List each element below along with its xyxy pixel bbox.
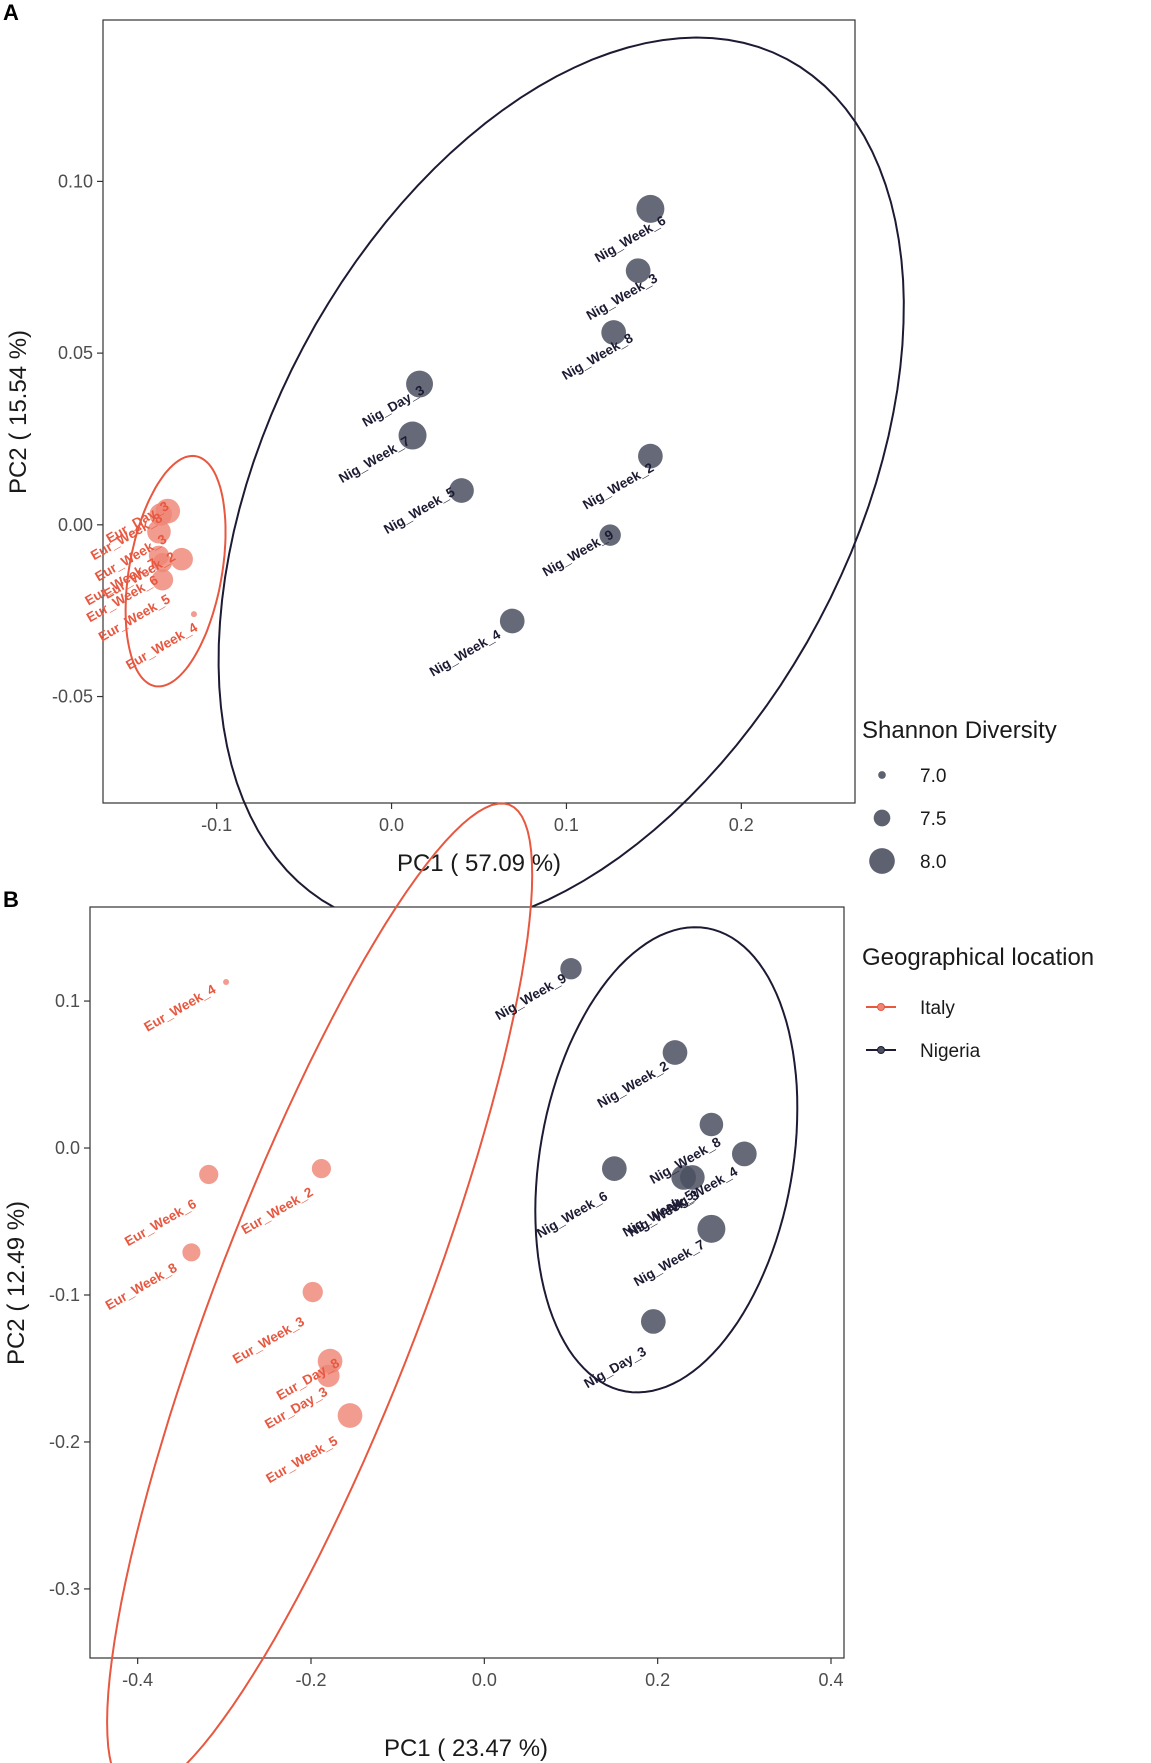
x-tick-label: 0.2 <box>645 1670 670 1690</box>
point-nig-week-9 <box>560 958 582 980</box>
shannon-diversity-legend: Shannon Diversity 7.0 7.5 8.0 <box>862 717 1057 874</box>
panel-b-points <box>182 958 757 1428</box>
shannon-legend-label: 8.0 <box>920 852 946 873</box>
panel-b-y-axis-title: PC2 ( 12.49 %) <box>3 1201 30 1365</box>
x-tick-label: 0.4 <box>818 1670 843 1690</box>
x-tick-label: -0.2 <box>295 1670 326 1690</box>
italy-confidence-ellipse <box>124 454 227 688</box>
y-tick-label: 0.10 <box>58 171 93 191</box>
panel-a-points <box>147 194 665 634</box>
point-eur-week-5 <box>337 1403 363 1428</box>
point-eur-day-3 <box>317 1364 340 1388</box>
point-nig-week-6 <box>601 1156 627 1181</box>
point-nig-week-9 <box>599 524 621 546</box>
panel-b: Nig_Week_9Nig_Week_2Nig_Week_8Nig_Week_4… <box>3 802 845 1763</box>
panel-a-y-ticks: -0.05 0.00 0.05 0.10 <box>52 171 103 707</box>
panel-a: Nig_Week_6Nig_Week_3Nig_Week_8Nig_Day_3N… <box>5 19 905 931</box>
italy-legend-dot <box>877 1003 885 1011</box>
point-nig-week-4 <box>731 1141 757 1167</box>
shannon-legend-key <box>878 771 886 779</box>
panel-a-x-axis-title: PC1 ( 57.09 %) <box>397 850 561 877</box>
y-tick-label: -0.05 <box>52 687 93 707</box>
point-eur-week-4 <box>223 978 230 985</box>
point-nig-day-3 <box>640 1309 666 1334</box>
panel-b-letter: B <box>3 887 19 912</box>
x-tick-label: -0.4 <box>122 1670 153 1690</box>
geographical-location-legend: Geographical location Italy Nigeria <box>862 944 1094 1062</box>
nigeria-legend-label: Nigeria <box>920 1041 981 1062</box>
y-tick-label: 0.05 <box>58 343 93 363</box>
panel-b-ellipses <box>106 802 799 1763</box>
point-eur-week-4 <box>190 611 197 618</box>
panel-b-x-ticks: -0.4 -0.2 0.0 0.2 0.4 <box>122 1658 844 1690</box>
point-nig-week-8 <box>601 320 627 345</box>
point-eur-week-8 <box>149 503 172 526</box>
point-eur-week-5 <box>151 569 174 591</box>
italy-confidence-ellipse <box>106 802 534 1763</box>
location-legend-title: Geographical location <box>862 944 1094 971</box>
point-eur-week-2 <box>311 1159 331 1179</box>
shannon-legend-key <box>869 848 895 874</box>
panel-a-frame <box>102 19 856 804</box>
panel-a-letter: A <box>3 0 19 25</box>
y-tick-label: 0.00 <box>58 515 93 535</box>
y-tick-label: -0.1 <box>49 1285 80 1305</box>
shannon-legend-label: 7.5 <box>920 809 946 830</box>
point-nig-week-3 <box>625 258 651 284</box>
x-tick-label: -0.1 <box>201 815 232 835</box>
y-tick-label: 0.0 <box>55 1138 80 1158</box>
point-eur-week-6 <box>199 1164 219 1185</box>
y-tick-label: 0.1 <box>55 991 80 1011</box>
point-nig-week-7 <box>398 421 427 450</box>
y-tick-label: -0.3 <box>49 1579 80 1599</box>
x-tick-label: 0.1 <box>554 815 579 835</box>
point-nig-week-4 <box>499 608 525 634</box>
point-nig-week-2 <box>638 443 663 469</box>
shannon-legend-label: 7.0 <box>920 766 946 787</box>
point-nig-week-7 <box>697 1214 726 1243</box>
shannon-legend-title: Shannon Diversity <box>862 717 1057 744</box>
point-nig-day-3 <box>406 370 433 398</box>
x-tick-label: 0.0 <box>472 1670 497 1690</box>
panel-b-y-ticks: -0.3 -0.2 -0.1 0.0 0.1 <box>49 991 90 1599</box>
point-eur-week-2 <box>170 547 193 571</box>
point-eur-week-8 <box>182 1243 201 1262</box>
panel-a-y-axis-title: PC2 ( 15.54 %) <box>5 330 32 494</box>
point-nig-week-5 <box>449 478 474 503</box>
point-nig-week-2 <box>662 1040 688 1065</box>
point-nig-week-6 <box>636 194 665 223</box>
panel-b-frame <box>89 906 845 1659</box>
point-eur-week-3 <box>302 1281 323 1303</box>
point-eur-week-6 <box>152 553 173 573</box>
point-nig-week-5 <box>679 1165 705 1190</box>
panel-a-x-ticks: -0.1 0.0 0.1 0.2 <box>201 803 754 835</box>
point-nig-week-8 <box>699 1112 724 1137</box>
x-tick-label: 0.2 <box>729 815 754 835</box>
shannon-legend-key <box>873 809 891 827</box>
point-eur-week-3 <box>147 519 171 544</box>
y-tick-label: -0.2 <box>49 1432 80 1452</box>
italy-legend-label: Italy <box>920 998 955 1019</box>
x-tick-label: 0.0 <box>379 815 404 835</box>
nigeria-legend-dot <box>877 1046 885 1054</box>
nigeria-confidence-ellipse <box>534 926 799 1394</box>
panel-b-x-axis-title: PC1 ( 23.47 %) <box>384 1735 548 1762</box>
